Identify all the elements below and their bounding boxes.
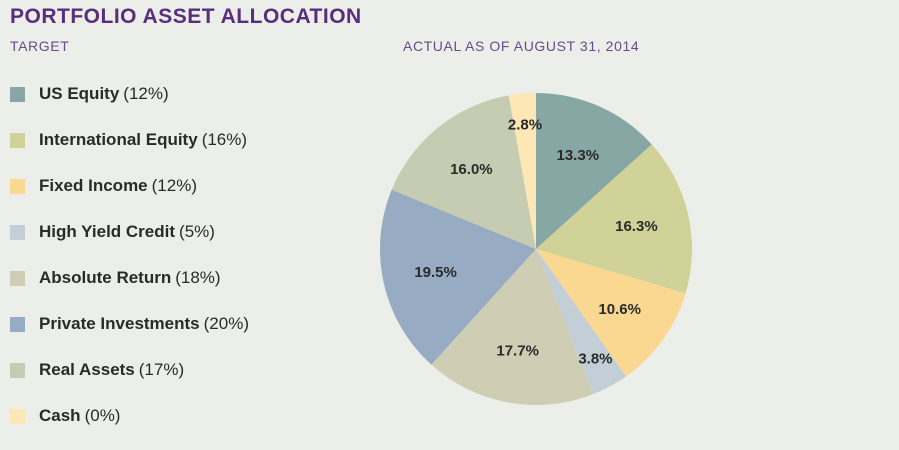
legend-swatch [10,317,25,332]
legend-target: (17%) [138,360,185,379]
legend-item-absolute-return: Absolute Return (18%) [10,266,249,312]
pie-chart: 13.3% 16.3% 10.6% 3.8% 17.7% 19.5% 16.0% 2.8% [380,93,692,405]
legend-target: (0%) [84,406,121,425]
legend-target: (18%) [175,268,221,287]
pie-slice-real-assets [391,95,536,250]
legend-target: (12%) [151,176,197,195]
actual-label: ACTUAL AS OF AUGUST 31, 2014 [403,38,640,54]
pie-slice-high-yield-credit [536,249,627,395]
legend: US Equity (12%) International Equity (16%)… [10,82,249,450]
slice-label-real-assets: 16.0% [450,161,493,178]
legend-item-cash: Cash (0%) [10,404,249,450]
legend-swatch [10,409,25,424]
legend-name: Absolute Return [39,268,172,287]
legend-name: Cash [39,406,81,425]
legend-item-international-equity: International Equity (16%) [10,128,249,174]
legend-name: International Equity [39,130,198,149]
pie-slice-private-investments [380,189,536,365]
legend-name: High Yield Credit [39,222,176,241]
pie-slice-cash [508,93,536,249]
legend-item-high-yield-credit: High Yield Credit (5%) [10,220,249,266]
slice-label-cash: 2.8% [508,117,542,134]
slice-label-international-equity: 16.3% [615,218,658,235]
legend-swatch [10,133,25,148]
slice-label-high-yield-credit: 3.8% [578,351,612,368]
legend-swatch [10,225,25,240]
legend-swatch [10,363,25,378]
slice-label-private-investments: 19.5% [414,264,457,281]
legend-name: Real Assets [39,360,135,379]
pie-slice-international-equity [536,144,692,294]
legend-target: (20%) [203,314,249,333]
legend-name: US Equity [39,84,120,103]
pie-slice-fixed-income [536,249,686,377]
legend-swatch [10,87,25,102]
chart-title: PORTFOLIO ASSET ALLOCATION [10,5,362,28]
legend-item-real-assets: Real Assets (17%) [10,358,249,404]
pie-slice-us-equity [536,93,652,249]
legend-name: Fixed Income [39,176,148,195]
legend-name: Private Investments [39,314,200,333]
legend-item-private-investments: Private Investments (20%) [10,312,249,358]
legend-swatch [10,271,25,286]
slice-label-us-equity: 13.3% [557,147,600,164]
pie-slice-absolute-return [431,249,594,405]
legend-swatch [10,179,25,194]
target-label: TARGET [10,38,70,54]
slice-label-absolute-return: 17.7% [496,342,539,359]
legend-target: (5%) [179,222,215,241]
slice-label-fixed-income: 10.6% [598,301,641,318]
legend-target: (16%) [201,130,248,149]
legend-item-fixed-income: Fixed Income (12%) [10,174,249,220]
legend-target: (12%) [123,84,169,103]
legend-item-us-equity: US Equity (12%) [10,82,249,128]
